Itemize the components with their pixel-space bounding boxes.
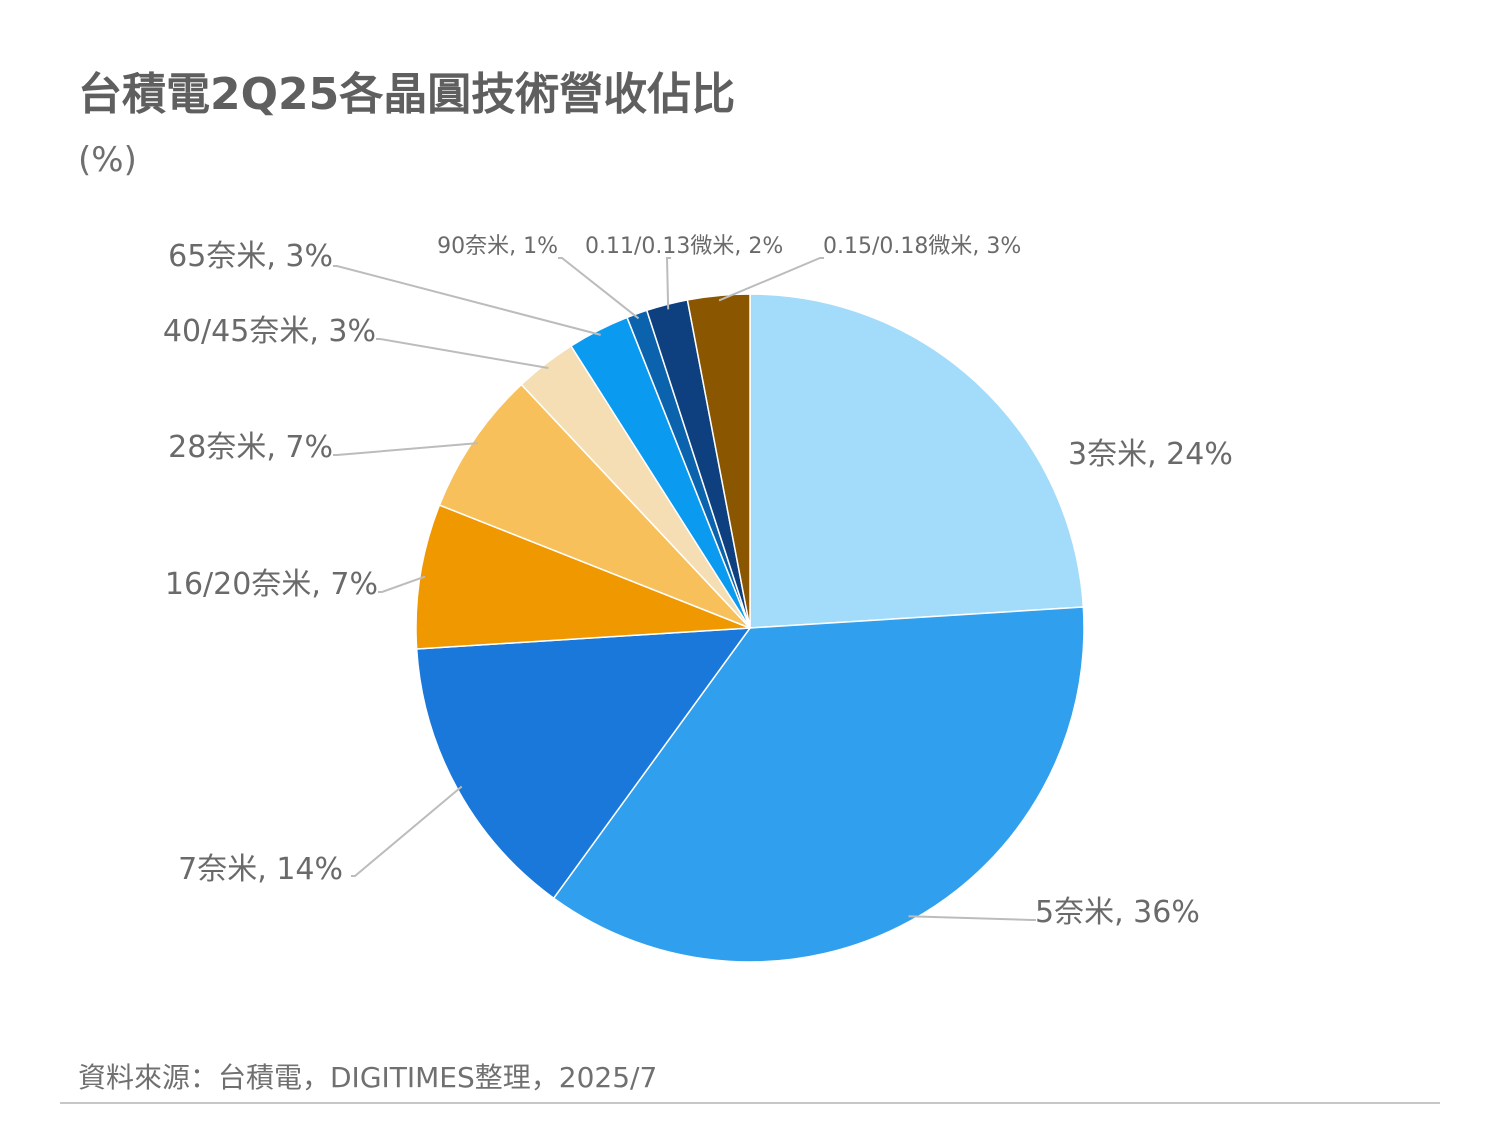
pie-slice-1 xyxy=(749,293,1085,629)
data-labels: 3奈米, 24% 5奈米, 36% 7奈米, 14% 16/20奈米, 7% 28奈米,… xyxy=(163,234,1233,930)
data-label-4: 16/20奈米, 7% xyxy=(165,567,378,602)
pie-slice-2 xyxy=(552,606,1085,963)
leader-line-7 xyxy=(333,265,601,336)
unit-label: (%) xyxy=(78,140,137,180)
leader-line-9 xyxy=(665,257,671,310)
data-label-3: 7奈米, 14% xyxy=(178,852,343,887)
data-label-6: 40/45奈米, 3% xyxy=(163,314,376,349)
data-label-5: 28奈米, 7% xyxy=(168,430,333,465)
source-note: 資料來源：台積電，DIGITIMES整理，2025/7 xyxy=(78,1061,658,1094)
pie-slices xyxy=(415,293,1085,963)
leader-line-5 xyxy=(333,442,478,456)
pie-slice-5 xyxy=(438,383,751,629)
data-label-10: 0.15/0.18微米, 3% xyxy=(823,234,1021,259)
leader-line-3 xyxy=(351,785,463,877)
leader-line-2 xyxy=(908,915,1036,921)
leader-lines xyxy=(333,257,1036,921)
leader-line-8 xyxy=(558,257,640,320)
leader-line-6 xyxy=(376,338,549,370)
leader-line-4 xyxy=(378,575,426,593)
data-label-9: 0.11/0.13微米, 2% xyxy=(585,234,783,259)
data-label-2: 5奈米, 36% xyxy=(1035,895,1200,930)
leader-line-10 xyxy=(718,257,824,302)
bottom-divider xyxy=(60,1102,1440,1104)
data-label-8: 90奈米, 1% xyxy=(437,234,558,259)
data-label-1: 3奈米, 24% xyxy=(1068,437,1233,472)
chart-title: 台積電2Q25各晶圓技術營收佔比 xyxy=(78,69,736,120)
data-label-7: 65奈米, 3% xyxy=(168,239,333,274)
pie-slice-10 xyxy=(686,293,751,629)
pie-slice-4 xyxy=(415,504,751,650)
